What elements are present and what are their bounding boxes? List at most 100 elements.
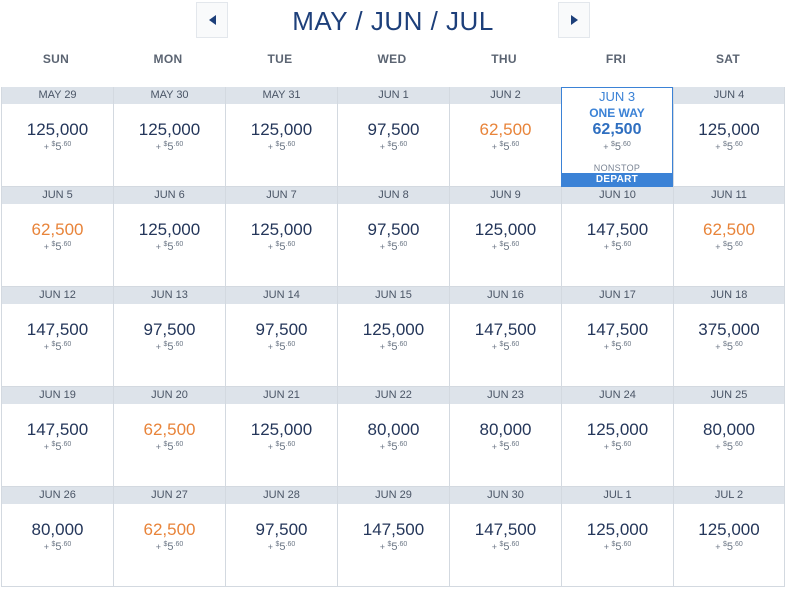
fee-amount: + $5.60 [603,441,632,453]
calendar-day-cell[interactable]: JUN 27 62,500 + $5.60 [113,487,225,587]
fare-calendar-grid: MAY 29 125,000 + $5.60 MAY 30 125,000 + $5.60… [1,87,787,587]
miles-price: 97,500 [255,520,308,539]
chevron-left-icon [208,15,216,25]
fee-amount: + $5.60 [267,441,296,453]
day-date-label: JUL 2 [674,487,784,504]
day-date-label: JUN 9 [450,187,561,204]
dow-label-sun: SUN [42,52,70,66]
miles-price: 147,500 [26,420,89,439]
calendar-day-cell[interactable]: JUN 29 147,500 + $5.60 [337,487,449,587]
calendar-day-cell[interactable]: MAY 30 125,000 + $5.60 [113,87,225,187]
calendar-week-row: JUN 5 62,500 + $5.60 JUN 6 125,000 + $5.60 JUN… [1,187,787,287]
day-date-label: JUN 2 [450,87,561,104]
calendar-day-cell[interactable]: JUN 4 125,000 + $5.60 [673,87,785,187]
calendar-day-cell[interactable]: JUL 1 125,000 + $5.60 [561,487,673,587]
miles-price: 125,000 [26,120,89,139]
chevron-right-icon [570,15,578,25]
calendar-day-cell[interactable]: JUN 23 80,000 + $5.60 [449,387,561,487]
calendar-day-cell[interactable]: JUN 30 147,500 + $5.60 [449,487,561,587]
miles-price: 80,000 [703,420,755,439]
calendar-day-cell[interactable]: JUN 24 125,000 + $5.60 [561,387,673,487]
calendar-day-cell[interactable]: JUN 16 147,500 + $5.60 [449,287,561,387]
day-date-label: JUN 28 [226,487,337,504]
miles-price: 125,000 [474,220,537,239]
day-date-label: JUN 21 [226,387,337,404]
miles-price: 80,000 [31,520,84,539]
calendar-day-cell[interactable]: MAY 31 125,000 + $5.60 [225,87,337,187]
calendar-day-cell[interactable]: JUN 15 125,000 + $5.60 [337,287,449,387]
fee-amount: + $5.60 [715,341,743,353]
miles-price: 125,000 [138,220,201,239]
fee-amount: + $5.60 [155,241,184,253]
calendar-day-cell[interactable]: JUN 12 147,500 + $5.60 [1,287,113,387]
calendar-day-cell[interactable]: JUN 11 62,500 + $5.60 [673,187,785,287]
fee-amount: + $5.60 [379,541,408,553]
calendar-day-cell[interactable]: JUN 17 147,500 + $5.60 [561,287,673,387]
calendar-day-cell[interactable]: JUN 22 80,000 + $5.60 [337,387,449,487]
day-date-label: JUN 3 [562,88,672,106]
fee-amount: + $5.60 [603,141,631,153]
dow-label-fri: FRI [605,52,627,66]
day-of-week-row: SUN MON TUE WED THU FRI SAT [0,52,788,70]
fee-amount: + $5.60 [267,341,296,353]
calendar-day-cell[interactable]: JUN 9 125,000 + $5.60 [449,187,561,287]
day-date-label: JUN 16 [450,287,561,304]
day-date-label: JUN 8 [338,187,449,204]
calendar-day-cell[interactable]: JUN 10 147,500 + $5.60 [561,187,673,287]
miles-price: 62,500 [592,121,642,138]
fee-amount: + $5.60 [603,541,632,553]
fee-amount: + $5.60 [43,441,72,453]
miles-price: 80,000 [479,420,532,439]
page-title: MAY / JUN / JUL [292,6,494,36]
day-date-label: JUN 30 [450,487,561,504]
calendar-day-cell[interactable]: JUN 5 62,500 + $5.60 [1,187,113,287]
fee-amount: + $5.60 [379,141,408,153]
calendar-day-cell[interactable]: JUN 8 97,500 + $5.60 [337,187,449,287]
fee-amount: + $5.60 [603,241,632,253]
miles-price: 147,500 [26,320,89,339]
day-date-label: MAY 30 [114,87,225,104]
calendar-day-cell[interactable]: JUN 19 147,500 + $5.60 [1,387,113,487]
calendar-day-cell[interactable]: JUN 6 125,000 + $5.60 [113,187,225,287]
day-date-label: JUN 17 [562,287,673,304]
day-date-label: JUN 11 [674,187,784,204]
miles-price: 62,500 [479,120,532,139]
calendar-day-cell[interactable]: JUN 28 97,500 + $5.60 [225,487,337,587]
calendar-day-cell[interactable]: JUN 26 80,000 + $5.60 [1,487,113,587]
calendar-day-cell[interactable]: JUN 18 375,000 + $5.60 [673,287,785,387]
calendar-day-cell[interactable]: JUN 2 62,500 + $5.60 [449,87,561,187]
calendar-header: MAY / JUN / JUL [196,2,590,38]
calendar-day-cell[interactable]: JUN 7 125,000 + $5.60 [225,187,337,287]
calendar-day-cell[interactable]: JUN 21 125,000 + $5.60 [225,387,337,487]
day-date-label: JUN 7 [226,187,337,204]
calendar-day-cell[interactable]: JUN 25 80,000 + $5.60 [673,387,785,487]
day-date-label: JUN 5 [2,187,113,204]
day-date-label: JUN 18 [674,287,784,304]
calendar-day-cell[interactable]: JUN 1 97,500 + $5.60 [337,87,449,187]
miles-price: 97,500 [367,120,420,139]
day-date-label: JUN 26 [2,487,113,504]
prev-month-button[interactable] [196,2,228,38]
calendar-day-cell[interactable]: JUN 13 97,500 + $5.60 [113,287,225,387]
day-date-label: JUL 1 [562,487,673,504]
calendar-week-row: JUN 12 147,500 + $5.60 JUN 13 97,500 + $5.60 J… [1,287,787,387]
nonstop-label: NONSTOP [593,163,641,173]
day-date-label: JUN 13 [114,287,225,304]
calendar-week-row: JUN 19 147,500 + $5.60 JUN 20 62,500 + $5.60 J… [1,387,787,487]
day-date-label: JUN 24 [562,387,673,404]
miles-price: 125,000 [138,120,201,139]
calendar-day-cell[interactable]: JUL 2 125,000 + $5.60 [673,487,785,587]
calendar-day-cell[interactable]: JUN 20 62,500 + $5.60 [113,387,225,487]
calendar-day-cell-selected[interactable]: JUN 3 ONE WAY 62,500 + $5.60 NONSTOP DEPART [561,87,673,187]
miles-price: 97,500 [367,220,420,239]
calendar-day-cell[interactable]: MAY 29 125,000 + $5.60 [1,87,113,187]
day-date-label: MAY 31 [226,87,337,104]
calendar-day-cell[interactable]: JUN 14 97,500 + $5.60 [225,287,337,387]
miles-price: 62,500 [31,220,84,239]
next-month-button[interactable] [558,2,590,38]
one-way-label: ONE WAY [589,106,645,120]
day-date-label: JUN 22 [338,387,449,404]
day-date-label: JUN 4 [674,87,784,104]
miles-price: 125,000 [250,220,313,239]
miles-price: 80,000 [367,420,420,439]
